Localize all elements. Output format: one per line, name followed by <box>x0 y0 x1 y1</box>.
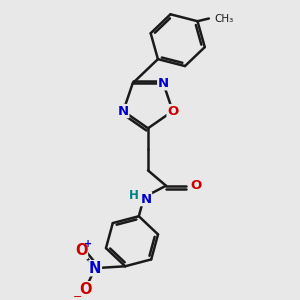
Text: O: O <box>190 179 201 192</box>
Text: N: N <box>140 193 152 206</box>
Text: N: N <box>89 261 101 276</box>
Text: O: O <box>79 282 92 297</box>
Text: O: O <box>75 243 87 258</box>
Text: O: O <box>79 282 92 297</box>
Text: N: N <box>89 261 101 276</box>
Text: O: O <box>75 243 87 258</box>
Text: O: O <box>167 105 178 118</box>
Text: O: O <box>190 179 201 192</box>
Text: CH₃: CH₃ <box>215 14 234 23</box>
Text: N: N <box>158 77 169 90</box>
Text: +: + <box>84 239 92 249</box>
Text: N: N <box>118 105 129 118</box>
Text: N: N <box>118 105 129 118</box>
Text: −: − <box>73 292 82 300</box>
Text: N: N <box>140 193 152 206</box>
Text: H: H <box>129 189 139 202</box>
Text: H: H <box>129 189 139 202</box>
Text: N: N <box>158 77 169 90</box>
Text: O: O <box>167 105 178 118</box>
